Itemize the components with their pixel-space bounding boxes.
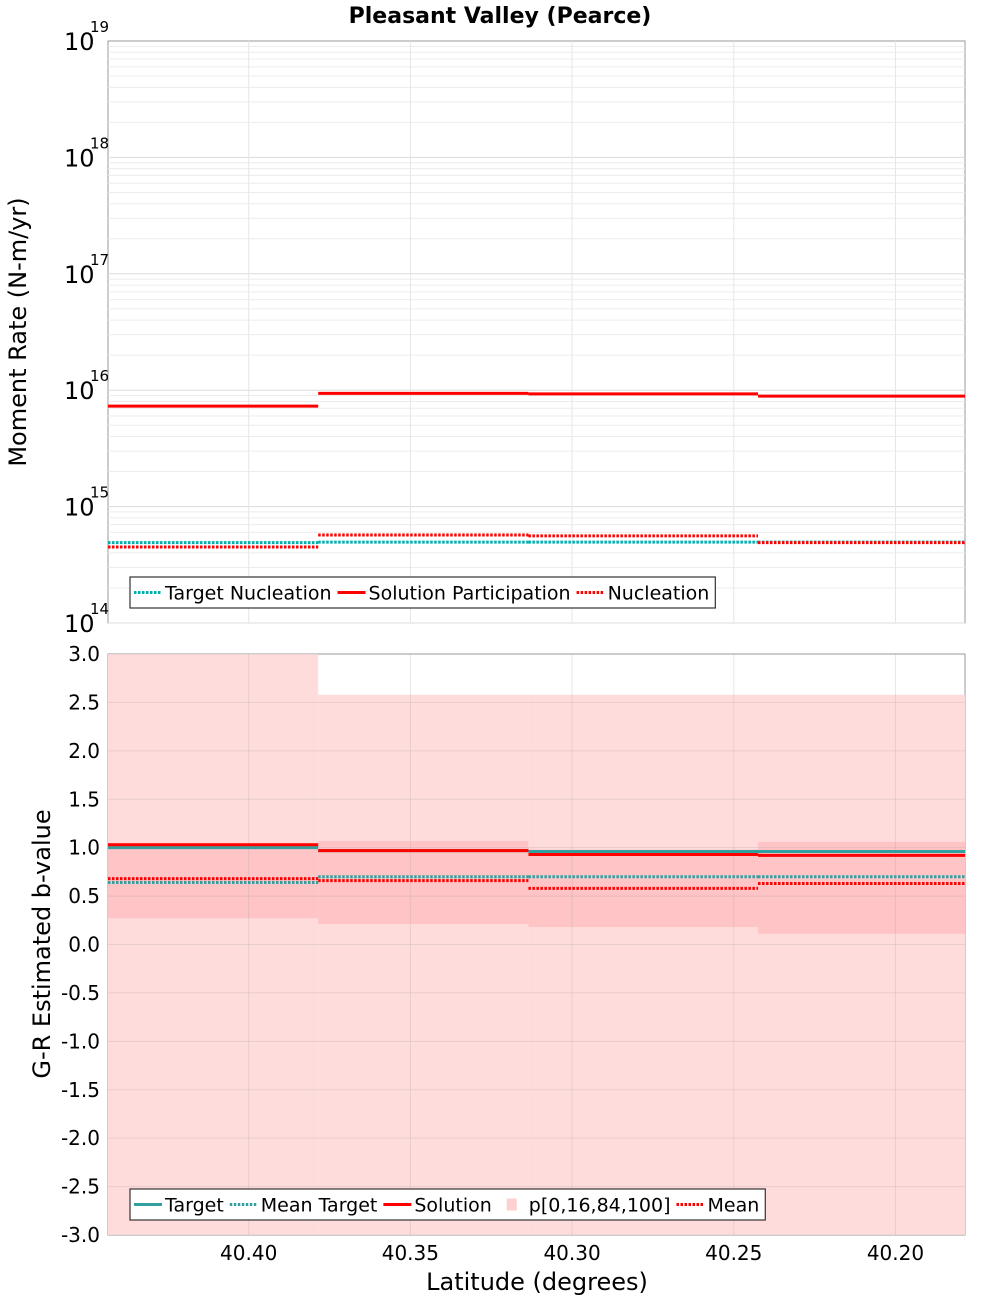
x-tick-label: 40.20 <box>867 1241 924 1265</box>
bottom-y-tick-label: -2.5 <box>61 1175 100 1199</box>
bottom-y-tick-label: -0.5 <box>61 981 100 1005</box>
b-value-panel: -3.0 -2.5 -2.0 -1.5 -1.0 -0.5 0.0 0.5 1.0 1.5 2.0 2… <box>28 642 966 1296</box>
top-series-nucleation <box>108 533 965 549</box>
bottom-y-axis-label: G-R Estimated b-value <box>28 809 56 1078</box>
band-p16-p84 <box>758 841 965 934</box>
bottom-y-tick-labels: -3.0 -2.5 -2.0 -1.5 -1.0 -0.5 0.0 0.5 1.0 1.5 2.0 2… <box>61 642 100 1247</box>
x-tick-label: 40.40 <box>220 1241 277 1265</box>
bottom-y-tick-label: 2.0 <box>68 739 100 763</box>
top-y-tick-base: 10 <box>64 261 95 289</box>
legend-entry: Mean Target <box>229 1195 378 1217</box>
top-y-tick-exponent: 14 <box>90 600 109 618</box>
top-grid <box>108 41 965 624</box>
top-y-tick-base: 10 <box>64 494 95 522</box>
top-y-tick-base: 10 <box>64 144 95 172</box>
legend-entry: Target Nucleation <box>134 583 332 605</box>
percentile-bands <box>108 654 965 1235</box>
legend-entry: Nucleation <box>576 583 710 605</box>
legend-label: Mean <box>708 1195 760 1217</box>
legend-entry: Solution <box>383 1195 492 1217</box>
x-axis-label: Latitude (degrees) <box>426 1268 648 1296</box>
top-legend: Target Nucleation Solution Participation N… <box>129 576 716 609</box>
legend-label: p[0,16,84,100] <box>529 1195 671 1217</box>
bottom-y-tick-label: 0.0 <box>68 933 100 957</box>
bottom-y-tick-label: -1.5 <box>61 1078 100 1102</box>
band-p0-p100 <box>528 694 759 1235</box>
x-tick-label: 40.35 <box>382 1241 439 1265</box>
top-y-axis-label: Moment Rate (N-m/yr) <box>4 197 32 466</box>
bottom-legend: Target Mean Target Solution p[0,16,84,100] M… <box>129 1188 766 1221</box>
band-p0-p100 <box>758 694 965 1235</box>
legend-label: Solution <box>414 1195 491 1217</box>
top-y-tick-exponent: 15 <box>90 484 109 502</box>
band-p16-p84 <box>318 840 529 925</box>
top-plot-frame <box>107 40 966 624</box>
top-y-tick-base: 10 <box>64 377 95 405</box>
bottom-grid <box>108 653 965 1236</box>
legend-label: Solution Participation <box>369 583 571 605</box>
legend-entry: Mean <box>676 1195 760 1217</box>
band-p0-p100 <box>108 654 319 1235</box>
bottom-series <box>108 843 965 890</box>
bottom-y-tick-label: 3.0 <box>68 642 100 666</box>
legend-label: Nucleation <box>608 583 710 605</box>
bottom-y-tick-label: -2.0 <box>61 1126 100 1150</box>
chart-title: Pleasant Valley (Pearce) <box>349 4 652 29</box>
bottom-y-tick-label: 1.0 <box>68 836 100 860</box>
bottom-y-tick-label: -3.0 <box>61 1223 100 1247</box>
legend-entry: p[0,16,84,100] <box>506 1195 671 1217</box>
bottom-y-tick-label: -1.0 <box>61 1029 100 1053</box>
band-p0-p100 <box>318 694 529 1235</box>
legend-entry: Target <box>134 1195 224 1217</box>
x-tick-label: 40.30 <box>543 1241 600 1265</box>
bottom-series-mean-target <box>108 875 965 885</box>
bottom-y-tick-label: 0.5 <box>68 884 100 908</box>
top-y-tick-exponent: 19 <box>90 18 109 36</box>
legend-entry: Solution Participation <box>337 583 571 605</box>
x-tick-labels: 40.40 40.35 40.30 40.25 40.20 <box>220 1241 924 1265</box>
legend-box <box>129 576 716 609</box>
top-y-tick-exponent: 17 <box>90 251 109 269</box>
legend-label: Target <box>164 1195 224 1217</box>
x-tick-label: 40.25 <box>705 1241 762 1265</box>
legend-label: Mean Target <box>261 1195 378 1217</box>
top-series <box>108 391 965 549</box>
top-y-tick-base: 10 <box>64 610 95 638</box>
legend-swatch <box>506 1198 517 1211</box>
top-y-tick-base: 10 <box>64 28 95 56</box>
bottom-y-tick-label: 1.5 <box>68 787 100 811</box>
top-y-tick-exponent: 18 <box>90 134 109 152</box>
top-y-tick-exponent: 16 <box>90 367 109 385</box>
top-series-solution-participation <box>108 391 965 408</box>
bottom-series-mean <box>108 877 965 890</box>
legend-label: Target Nucleation <box>164 583 332 605</box>
bottom-y-tick-label: 2.5 <box>68 690 100 714</box>
bottom-series-solution <box>108 843 965 857</box>
band-p16-p84 <box>108 842 319 919</box>
